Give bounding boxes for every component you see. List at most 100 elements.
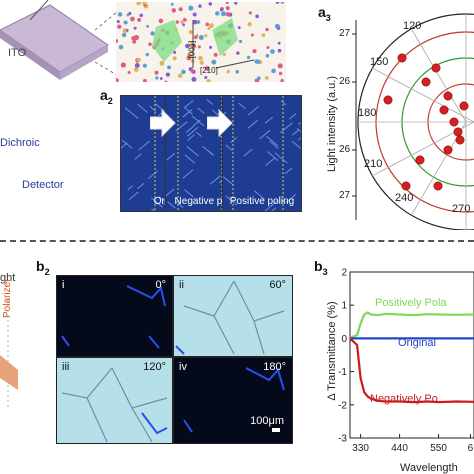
crystal-streak: [137, 103, 148, 113]
polar-ylabel: Light intensity (a.u.): [326, 76, 338, 172]
crystal-atom: [146, 24, 150, 28]
crystal-streak: [280, 122, 293, 134]
crystal-atom: [180, 20, 184, 24]
tile-number: iii: [62, 361, 70, 373]
polarized-image-iii: iii 120°: [56, 357, 173, 444]
crystal-atom: [116, 78, 119, 82]
crystal-atom: [193, 35, 198, 40]
crystal-atom: [265, 53, 270, 58]
crystal-streak: [284, 167, 293, 175]
crystal-atom: [130, 16, 135, 22]
crystal-atom: [134, 62, 140, 68]
polar-point: [459, 101, 469, 111]
tile-angle: 120°: [143, 361, 166, 373]
crystal-atom: [159, 77, 163, 80]
zoom-lines: [95, 11, 118, 76]
scalebar-label: 100μm: [250, 415, 284, 427]
crystal-atom: [131, 35, 136, 41]
polar-point: [383, 95, 393, 105]
crystal-atom: [213, 52, 218, 57]
crystal-atom: [248, 11, 252, 15]
crystal-atom: [175, 20, 179, 24]
crystal-streak: [225, 195, 238, 206]
crystal-atom: [190, 69, 195, 74]
micrograph-caption: Positive poling: [229, 196, 295, 207]
crystal-streak: [184, 107, 193, 115]
polar-point: [455, 135, 465, 145]
crystal-atom: [204, 75, 208, 79]
transmittance-chart: 2 1 0 -1 -2 -3 330 440 550 6 Positively Pola Origi…: [338, 268, 474, 454]
detector-label: Detector: [22, 179, 64, 191]
crystal-atom: [143, 78, 147, 82]
crystal-streak: [137, 182, 145, 190]
crystal-streak: [264, 200, 278, 211]
crystal-atom: [181, 69, 186, 75]
polar-point: [431, 63, 441, 73]
polarized-image-ii: ii 60°: [173, 275, 293, 357]
tile-angle: 60°: [269, 279, 286, 291]
crystal-streak: [206, 99, 214, 105]
crystal-atom: [142, 2, 147, 5]
crystal-atom: [118, 44, 124, 50]
panel-label-a2: a2: [100, 87, 113, 106]
crystal-atom: [191, 76, 197, 82]
polar-point: [401, 181, 411, 191]
polarized-image-i: i 0°: [56, 275, 173, 357]
polar-tick-label: 27: [339, 190, 351, 201]
crystal-streak: [121, 142, 128, 149]
panel-label-a3: a3: [318, 4, 331, 23]
crystal-streak: [192, 119, 201, 127]
crystal-atom: [192, 19, 198, 25]
section-divider-top: [0, 240, 474, 242]
crystal-streak: [195, 131, 202, 137]
crystal-atom: [204, 34, 208, 38]
y-tick-label: -1: [338, 367, 347, 378]
beam-line: [7, 300, 9, 408]
polar-tick-label: 26: [339, 76, 351, 87]
crystal-atom: [255, 59, 261, 64]
crystal-atom: [121, 32, 127, 38]
crystal-atom: [117, 12, 123, 17]
poling-arrow-1: [150, 108, 176, 138]
crystal-atom: [197, 45, 201, 49]
chart-xlabel: Wavelength: [400, 462, 458, 474]
series-line-negatively-po: [349, 337, 474, 404]
polar-data-points: [383, 53, 469, 191]
crystal-atom: [206, 79, 211, 82]
y-tick-label: -2: [338, 400, 347, 411]
crystal-streak: [166, 188, 175, 197]
series-label: Negatively Po: [370, 393, 438, 405]
crystal-atom: [139, 13, 143, 18]
crystal-streak: [247, 119, 259, 129]
crystal-streak: [124, 107, 139, 119]
crystal-atom: [235, 69, 240, 74]
crystal-atom: [178, 7, 183, 12]
polar-point: [443, 145, 453, 155]
polar-point: [415, 155, 425, 165]
crystal-streak: [187, 126, 199, 137]
crystal-atom: [234, 2, 238, 5]
crystal-atom: [275, 2, 280, 4]
crystal-atom: [277, 41, 281, 45]
crystal-streak: [183, 100, 194, 109]
tile-texture: [57, 358, 172, 443]
crystal-streak: [149, 105, 157, 112]
crystal-atom: [280, 2, 284, 4]
tile-angle: 180°: [263, 361, 286, 373]
crystal-atom: [120, 62, 126, 68]
polar-tick-label: 26: [339, 144, 351, 155]
crystal-streak: [202, 145, 214, 156]
series-label: Positively Pola: [375, 297, 447, 309]
crystal-atom: [205, 22, 210, 27]
device-illustration: [0, 0, 109, 80]
tile-number: iv: [179, 361, 187, 373]
crystal-atom: [188, 5, 194, 11]
light-label: ght: [0, 272, 16, 284]
crystal-streak: [209, 175, 221, 185]
crystal-streak: [264, 116, 273, 124]
crystal-atom: [215, 11, 220, 16]
crystal-atom: [196, 20, 201, 24]
crystal-atom: [155, 76, 159, 80]
crystal-atom: [132, 39, 137, 44]
crystal-atom: [189, 41, 193, 45]
